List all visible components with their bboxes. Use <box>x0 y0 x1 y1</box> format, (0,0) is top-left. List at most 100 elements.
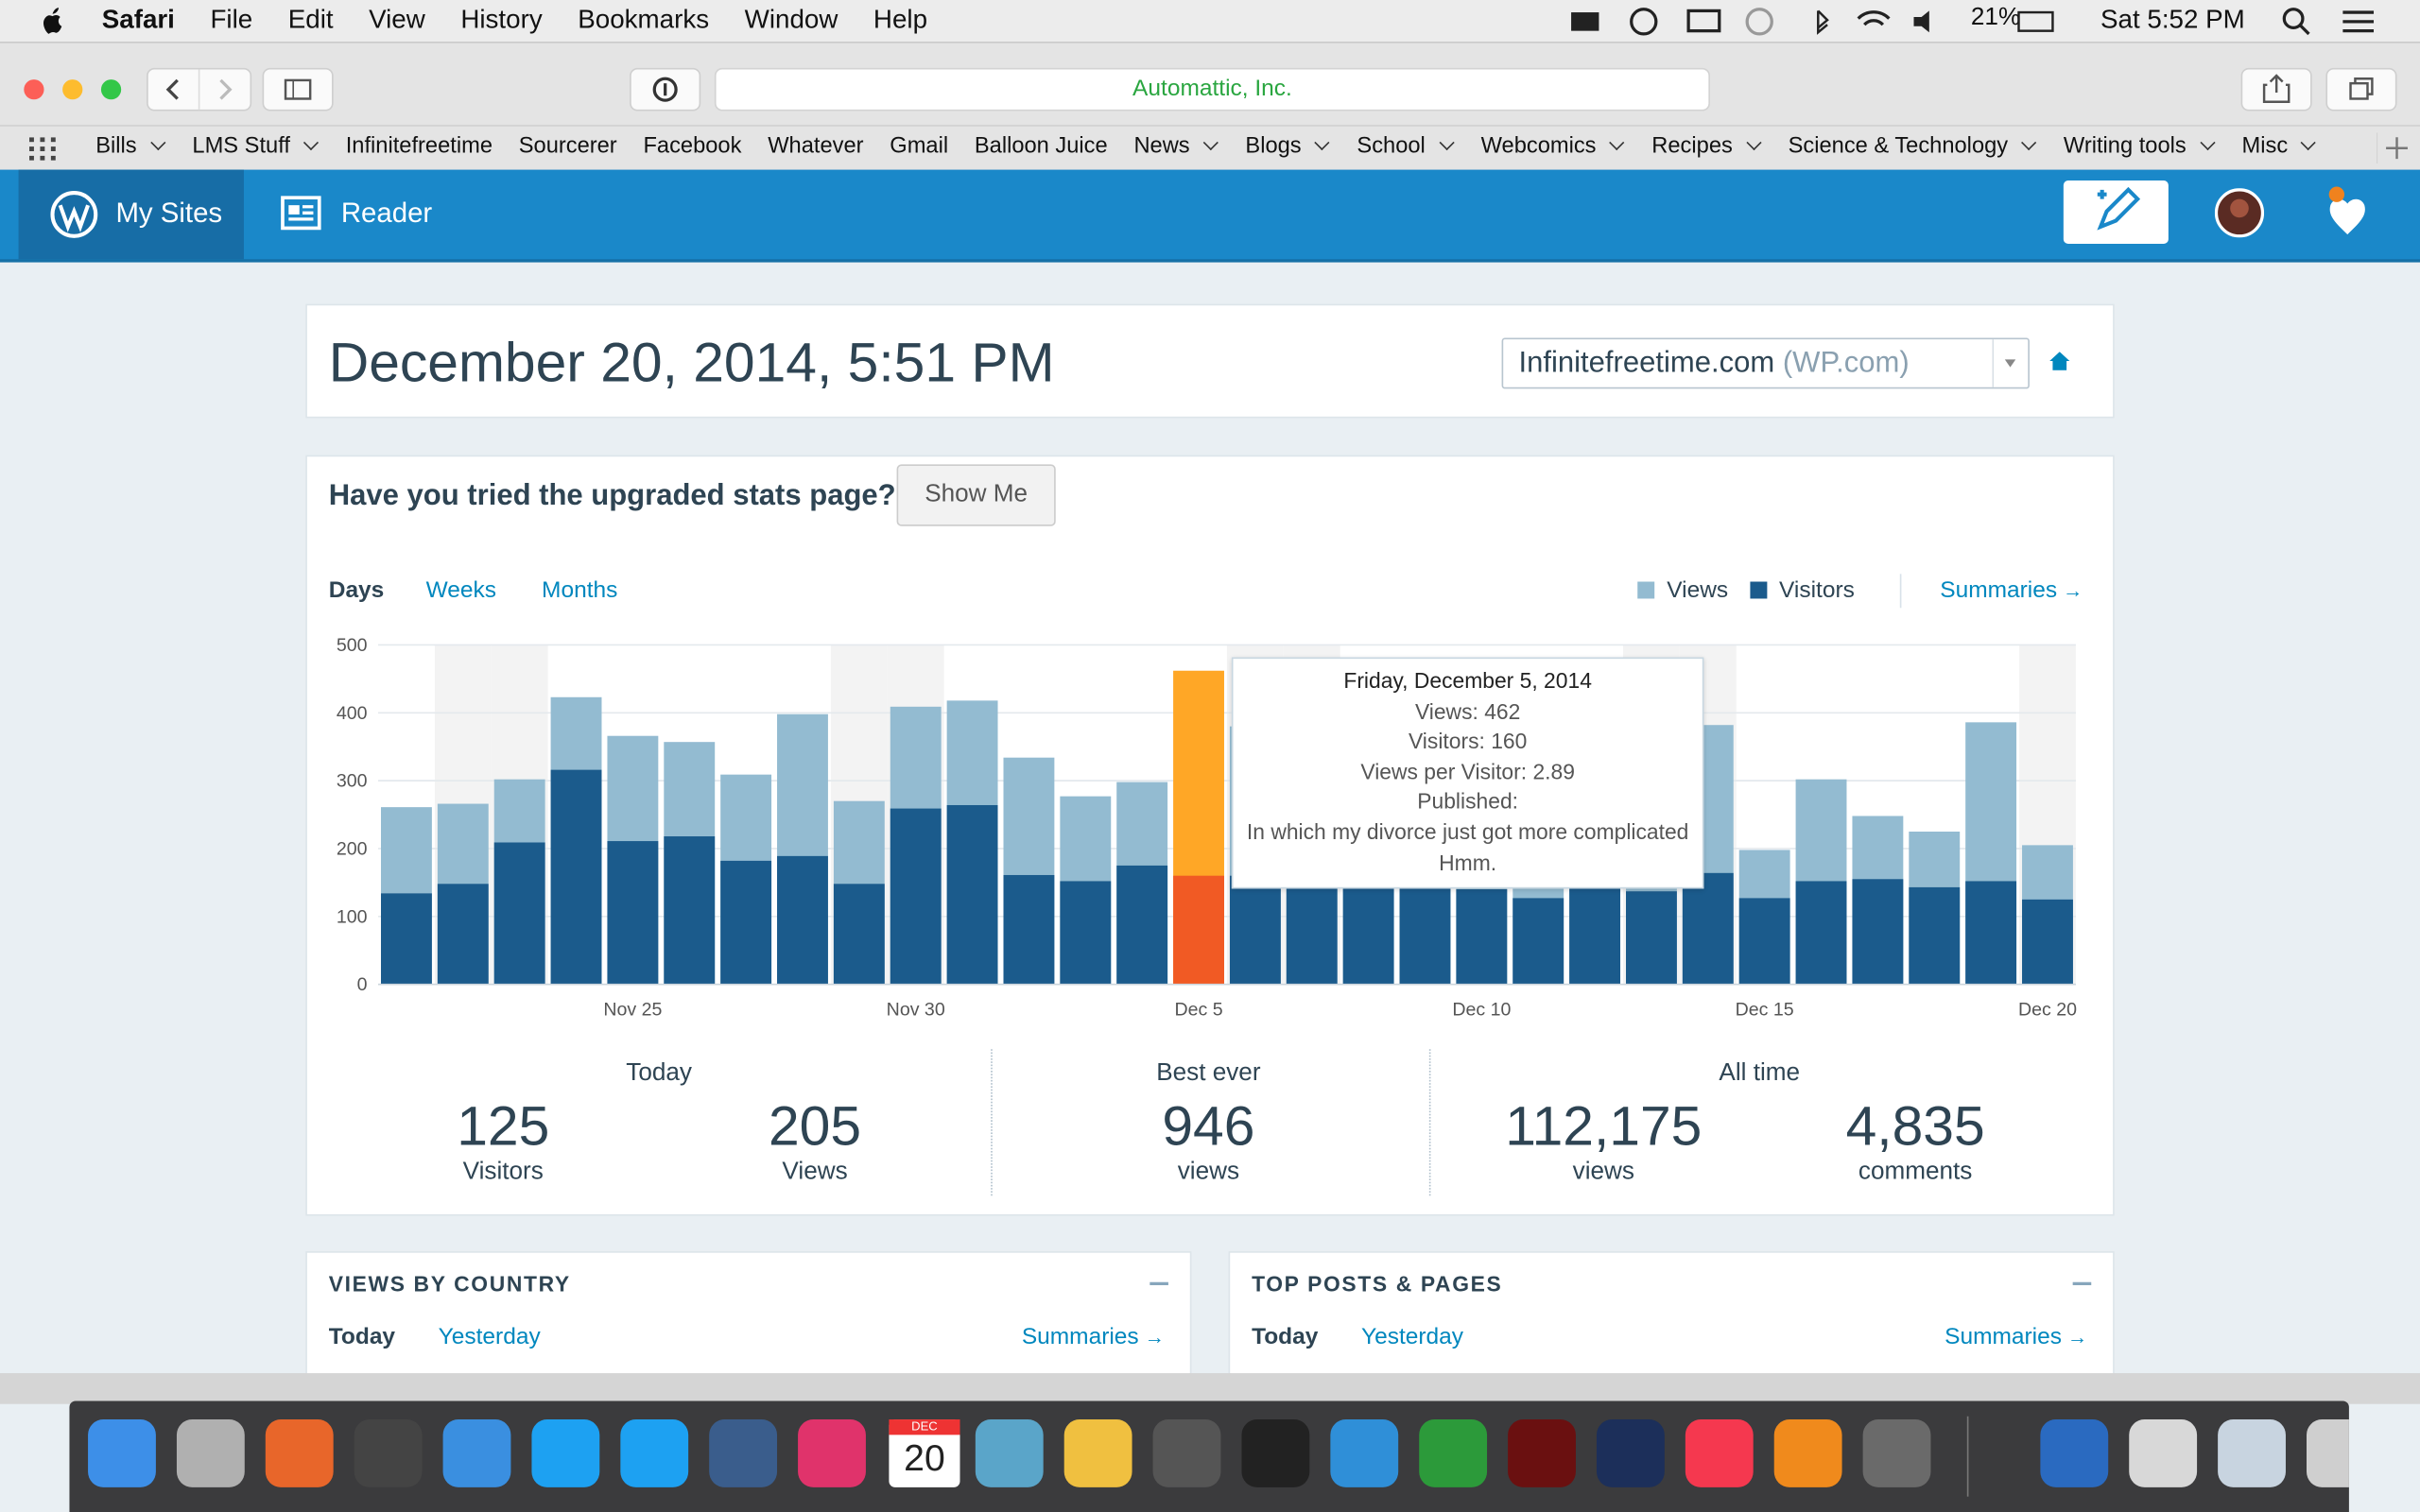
reader-label[interactable]: Reader <box>340 197 433 229</box>
menu-item[interactable]: Window <box>744 4 838 34</box>
clock[interactable]: Sat 5:52 PM <box>2100 4 2245 34</box>
bookmark[interactable]: Science & Technology <box>1789 134 2038 159</box>
bar <box>777 855 828 985</box>
bookmark[interactable]: News <box>1133 134 1219 159</box>
menu-item[interactable]: Bookmarks <box>578 4 710 34</box>
dock-icon[interactable] <box>1596 1419 1665 1487</box>
dock-icon[interactable] <box>975 1419 1044 1487</box>
menu-item[interactable]: File <box>210 4 253 34</box>
share-button[interactable] <box>2240 67 2312 112</box>
bookmark[interactable]: Misc <box>2242 134 2318 159</box>
battery[interactable]: 21% <box>1970 4 2021 31</box>
panel-summaries[interactable]: Summaries <box>1945 1324 2087 1350</box>
dock-icon[interactable] <box>1419 1419 1488 1487</box>
dock-icon[interactable] <box>1330 1419 1399 1487</box>
menu-item[interactable]: View <box>369 4 425 34</box>
bar <box>664 836 716 985</box>
dock-icon[interactable] <box>442 1419 511 1487</box>
dock-icon[interactable] <box>2040 1419 2109 1487</box>
dock-icon[interactable] <box>1862 1419 1931 1487</box>
panel-card: VIEWS BY COUNTRY Today Yesterday Summaries <box>306 1252 1190 1392</box>
bookmark[interactable]: Facebook <box>643 134 741 159</box>
notifications[interactable] <box>2322 185 2375 238</box>
show-me-button[interactable]: Show Me <box>896 464 1056 526</box>
dock-icon[interactable] <box>1685 1419 1754 1487</box>
home-icon[interactable] <box>2049 352 2070 370</box>
bar <box>493 842 545 985</box>
dock-icon[interactable] <box>709 1419 778 1487</box>
period-tab[interactable]: Weeks <box>425 576 497 604</box>
period-tab[interactable]: Days <box>328 576 385 604</box>
panel-tab[interactable]: Today <box>328 1323 396 1350</box>
menu-item[interactable]: Help <box>873 4 928 34</box>
write-button[interactable] <box>2063 180 2169 244</box>
apps-icon[interactable] <box>29 137 57 161</box>
dock-icon[interactable] <box>1063 1419 1132 1487</box>
collapse-icon[interactable] <box>2072 1281 2092 1285</box>
apple-icon[interactable] <box>40 7 64 36</box>
dock-icon[interactable] <box>354 1419 423 1487</box>
dock-icon[interactable] <box>1152 1419 1221 1487</box>
site-select[interactable]: Infinitefreetime.com (WP.com) <box>1501 337 2030 389</box>
dock-icon[interactable] <box>176 1419 245 1487</box>
sidebar-button[interactable] <box>262 67 334 112</box>
bookmark-label: School <box>1357 134 1426 160</box>
my-sites-tab[interactable]: My Sites <box>18 169 244 260</box>
dock-icon[interactable] <box>265 1419 334 1487</box>
bookmark[interactable]: Sourcerer <box>519 134 617 159</box>
calendar-icon[interactable]: DEC 20 <box>889 1419 960 1487</box>
dock-icon[interactable] <box>798 1419 866 1487</box>
dropdown-chevron <box>1438 134 1454 151</box>
dock-icon[interactable] <box>2129 1419 2198 1487</box>
menu-item[interactable]: History <box>460 4 543 34</box>
summaries-link[interactable]: Summaries <box>1940 577 2083 604</box>
period-tab[interactable]: Months <box>542 576 618 604</box>
bookmark[interactable]: Webcomics <box>1481 134 1626 159</box>
menu-item[interactable]: Edit <box>287 4 334 34</box>
bookmark[interactable]: Writing tools <box>2064 134 2216 159</box>
bookmark[interactable]: Infinitefreetime <box>346 134 493 159</box>
bookmark[interactable]: Blogs <box>1245 134 1330 159</box>
bookmark[interactable]: Recipes <box>1651 134 1762 159</box>
dropdown-chevron <box>149 134 165 151</box>
bookmark[interactable]: LMS Stuff <box>192 134 320 159</box>
avatar[interactable] <box>2214 188 2265 238</box>
new-tab[interactable] <box>2377 132 2416 164</box>
app-menu[interactable]: Safari <box>101 4 175 34</box>
bar <box>1909 886 1961 985</box>
y-tick-label: 200 <box>337 838 368 859</box>
bookmark[interactable]: Balloon Juice <box>975 134 1108 159</box>
dock-icon[interactable] <box>2218 1419 2286 1487</box>
panel-tab[interactable]: Yesterday <box>1361 1323 1464 1350</box>
bookmark[interactable]: Whatever <box>768 134 863 159</box>
panel-tab[interactable]: Yesterday <box>438 1323 541 1350</box>
window-controls[interactable] <box>22 77 130 102</box>
password-button[interactable] <box>630 67 701 112</box>
back-forward[interactable] <box>147 67 252 112</box>
panel-summaries[interactable]: Summaries <box>1022 1324 1165 1350</box>
address-bar[interactable]: Automattic, Inc. <box>714 67 1710 112</box>
collapse-icon[interactable] <box>1150 1281 1168 1285</box>
chart-area: 0 100 200 300 400 500 Nov 25 Nov 30 Dec 5 Dec 10 D… <box>307 617 2113 1034</box>
today-label: Today <box>626 1059 693 1087</box>
bar <box>380 893 432 985</box>
dock-icon[interactable] <box>88 1419 156 1487</box>
dock-icon[interactable] <box>2307 1419 2375 1487</box>
dock-icon[interactable] <box>531 1419 600 1487</box>
bar <box>1569 882 1621 985</box>
dock-icon[interactable] <box>620 1419 689 1487</box>
dock-icon[interactable] <box>1241 1419 1310 1487</box>
bookmark[interactable]: Bills <box>95 134 165 159</box>
menu-items: Safari File Edit View History Bookmarks Windo… <box>102 5 927 36</box>
bookmark[interactable]: Gmail <box>890 134 948 159</box>
tabs-button[interactable] <box>2325 67 2397 112</box>
bar <box>946 804 998 985</box>
dock-icon[interactable] <box>1508 1419 1576 1487</box>
bookmark[interactable]: School <box>1357 134 1454 159</box>
bar <box>1399 882 1451 985</box>
dock-icon[interactable] <box>1773 1419 1842 1487</box>
bookmark-label: Infinitefreetime <box>345 134 493 160</box>
y-tick-label: 500 <box>337 635 368 656</box>
panel-tab[interactable]: Today <box>1252 1323 1319 1350</box>
